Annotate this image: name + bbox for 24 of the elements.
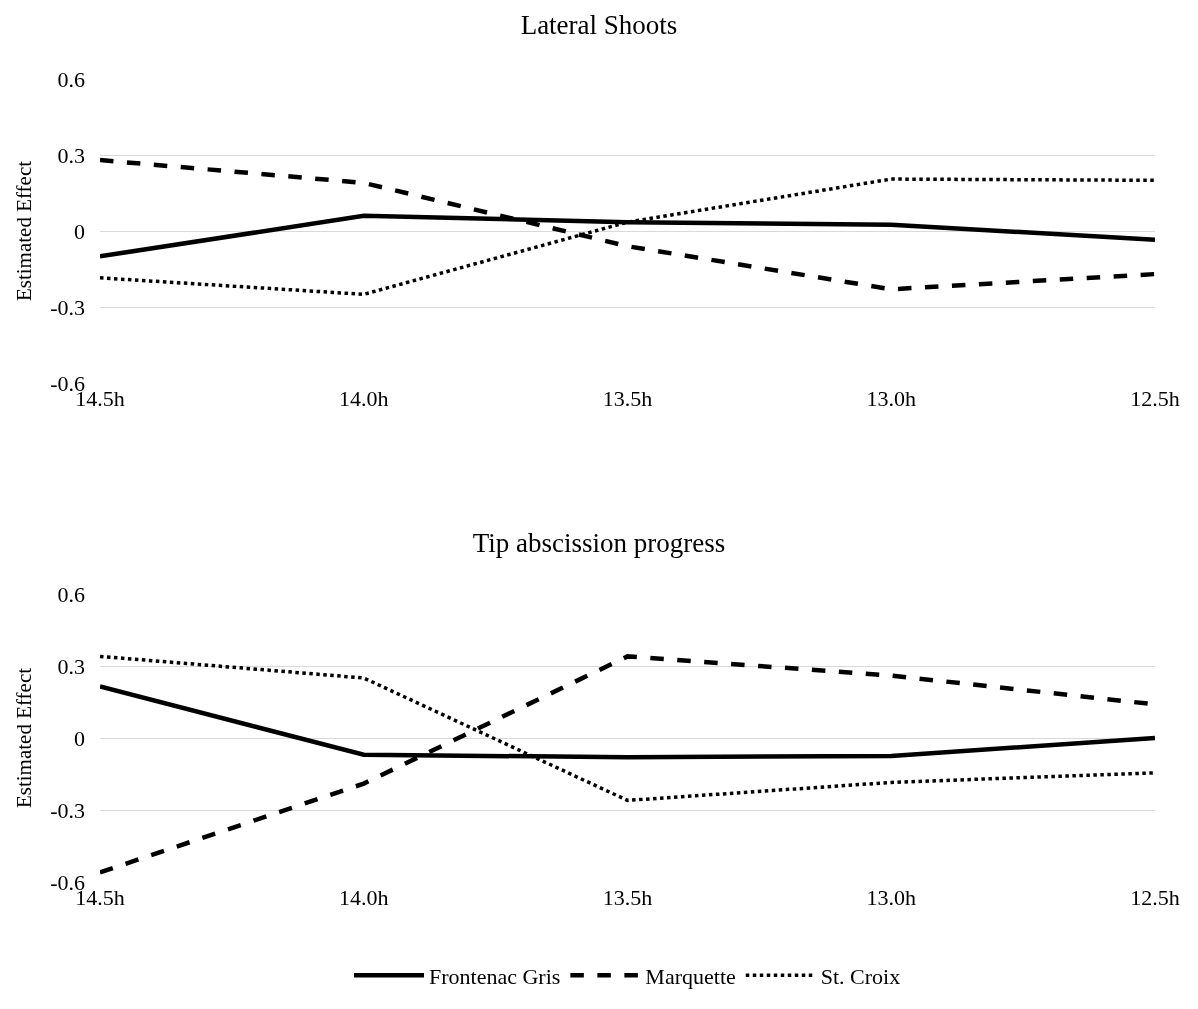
chart-title: Lateral Shoots: [520, 10, 678, 41]
y-tick-label: 0: [74, 725, 85, 751]
y-tick-label: 0.3: [57, 653, 85, 679]
x-tick-label: 13.5h: [602, 885, 653, 910]
y-tick-label: -0.3: [50, 797, 85, 823]
x-tick-label: 13.5h: [602, 386, 653, 411]
y-tick-label: 0.3: [57, 142, 85, 168]
x-tick-label: 12.5h: [1130, 885, 1180, 910]
x-tick-label: 14.0h: [339, 386, 389, 411]
x-tick-label: 13.0h: [866, 885, 916, 910]
y-tick-label: -0.3: [50, 294, 85, 320]
y-axis-title: Estimated Effect: [12, 160, 37, 302]
y-tick-label: 0: [74, 218, 85, 244]
y-tick-label: 0.6: [57, 581, 85, 607]
legend-label: Marquette: [645, 963, 736, 989]
y-axis-title: Estimated Effect: [12, 667, 37, 809]
legend-label: Frontenac Gris: [429, 963, 561, 989]
legend-label: St. Croix: [820, 963, 901, 989]
x-tick-label: 14.0h: [339, 885, 389, 910]
y-tick-label: 0.6: [57, 66, 85, 92]
line-series: [100, 157, 1155, 292]
x-tick-label: 13.0h: [866, 386, 916, 411]
x-tick-label: 12.5h: [1130, 386, 1180, 411]
chart-title: Tip abscission progress: [472, 528, 726, 559]
